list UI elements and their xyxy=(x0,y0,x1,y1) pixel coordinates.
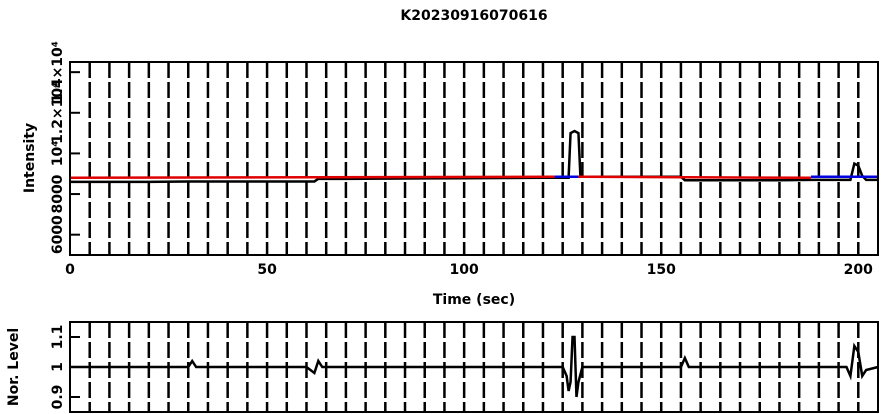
x-tick-label: 200 xyxy=(844,262,873,278)
y-tick-label: 1.2×10⁴ xyxy=(50,82,66,144)
chart-title: K20230916070616 xyxy=(400,8,547,24)
y-tick-label: 10⁴ xyxy=(50,141,66,167)
y-axis-label: Intensity xyxy=(22,123,38,193)
y-tick-label: 6000 xyxy=(50,215,66,254)
line-series xyxy=(578,175,812,180)
y-tick-label: 8000 xyxy=(50,174,66,213)
x-tick-label: 100 xyxy=(450,262,479,278)
y-tick-label: 1.4×10⁴ xyxy=(50,41,66,103)
x-tick-label: 50 xyxy=(257,262,277,278)
y-axis-label: Nor. Level xyxy=(6,328,22,406)
x-axis-label: Time (sec) xyxy=(433,292,515,308)
plot-frame xyxy=(69,61,879,256)
y-tick-label: 0.9 xyxy=(50,385,66,410)
line-series xyxy=(70,129,878,184)
y-tick-label: 1.1 xyxy=(50,325,66,350)
line-series xyxy=(69,175,555,180)
plot-frame xyxy=(69,321,879,413)
y-tick-label: 1 xyxy=(50,362,66,372)
x-tick-label: 0 xyxy=(65,262,75,278)
x-tick-label: 150 xyxy=(647,262,676,278)
line-series xyxy=(70,335,879,398)
